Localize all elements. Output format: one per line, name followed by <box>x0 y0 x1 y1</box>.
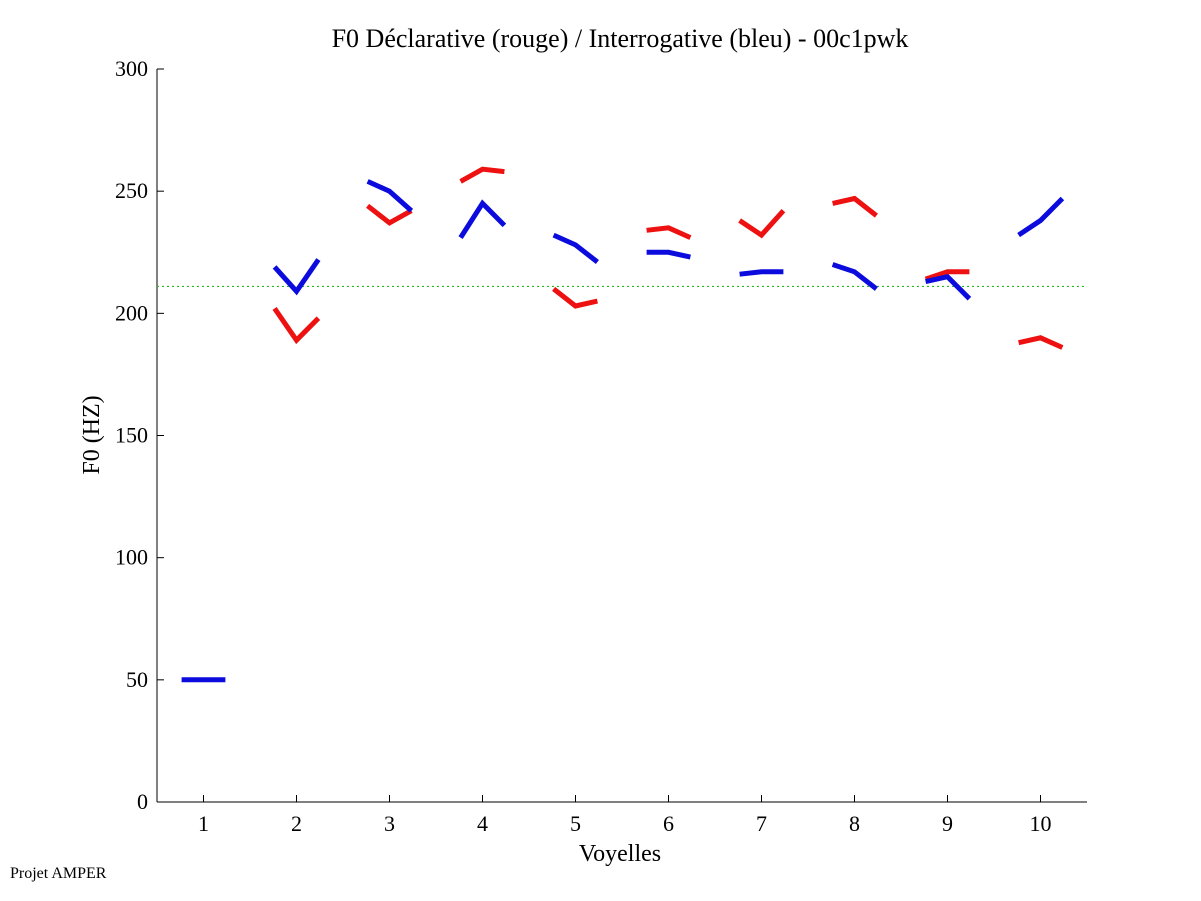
f0-segment-voyelle-3 <box>366 203 413 226</box>
x-tick-label: 4 <box>477 811 488 836</box>
f0-segment-voyelle-3 <box>366 179 414 213</box>
y-tick-label: 200 <box>115 300 148 325</box>
x-tick-label: 1 <box>198 811 209 836</box>
f0-segment-voyelle-2 <box>272 306 321 345</box>
footer-label: Projet AMPER <box>10 865 107 882</box>
chart-title: F0 Déclarative (rouge) / Interrogative (… <box>332 24 909 53</box>
f0-segment-voyelle-7 <box>739 269 784 277</box>
f0-segment-voyelle-6 <box>646 225 692 240</box>
f0-segment-voyelle-9 <box>924 269 970 282</box>
plot-area <box>157 166 1087 683</box>
f0-segment-voyelle-2 <box>272 258 321 296</box>
f0-segment-voyelle-8 <box>831 262 878 291</box>
x-axis-label: Voyelles <box>579 841 661 867</box>
f0-segment-voyelle-6 <box>646 249 691 260</box>
f0-segment-voyelle-9 <box>925 273 972 301</box>
y-tick-label: 50 <box>126 667 148 692</box>
y-tick-label: 300 <box>115 56 148 81</box>
f0-segment-voyelle-8 <box>832 195 878 218</box>
y-axis-label: F0 (HZ) <box>79 395 105 474</box>
x-tick-label: 3 <box>384 811 395 836</box>
f0-segment-voyelle-5 <box>552 286 598 309</box>
y-tick-label: 0 <box>137 789 148 814</box>
series-declarative <box>272 166 1064 350</box>
x-tick-label: 7 <box>756 811 767 836</box>
x-tick-label: 9 <box>942 811 953 836</box>
y-tick-label: 100 <box>115 545 148 570</box>
f0-segment-voyelle-5 <box>552 232 599 264</box>
x-tick-label: 6 <box>663 811 674 836</box>
f0-segment-voyelle-4 <box>458 199 507 239</box>
f0-segment-voyelle-10 <box>1018 335 1064 350</box>
f0-segment-voyelle-4 <box>459 166 505 184</box>
x-tick-label: 2 <box>291 811 302 836</box>
x-tick-label: 8 <box>849 811 860 836</box>
f0-segment-voyelle-7 <box>738 209 786 239</box>
y-tick-label: 150 <box>115 423 148 448</box>
axes: 0 50 100 150 200 250 300 1 2 3 4 5 6 7 8 9 10 <box>115 56 1087 836</box>
x-tick-label: 5 <box>570 811 581 836</box>
y-tick-label: 250 <box>115 178 148 203</box>
x-tick-label: 10 <box>1030 811 1052 836</box>
series-interrogative <box>181 179 1065 683</box>
f0-segment-voyelle-10 <box>1017 196 1065 238</box>
